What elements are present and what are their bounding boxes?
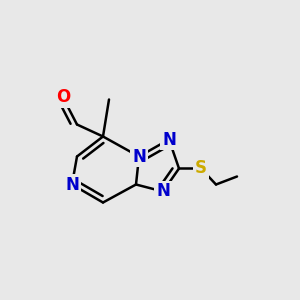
Text: S: S	[195, 160, 207, 178]
Text: O: O	[56, 88, 70, 106]
Text: N: N	[156, 182, 170, 200]
Text: N: N	[162, 130, 176, 148]
Text: N: N	[65, 176, 79, 194]
Text: N: N	[132, 148, 146, 166]
